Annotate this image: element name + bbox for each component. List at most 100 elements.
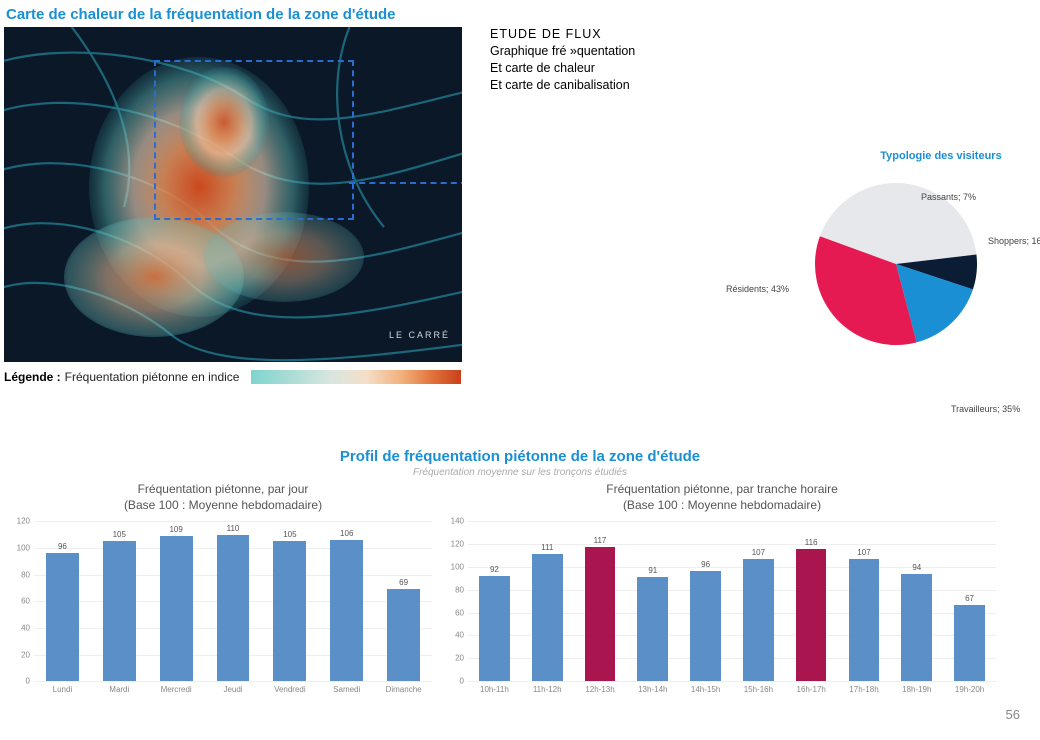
bar-value: 96: [701, 560, 710, 569]
x-label: 11h-12h: [521, 685, 574, 694]
bar-value: 96: [58, 542, 67, 551]
x-label: 13h-14h: [626, 685, 679, 694]
notes-block: ETUDE DE FLUX Graphique fré »quentation …: [490, 26, 635, 384]
y-tick: 20: [8, 650, 30, 659]
y-tick: 0: [8, 677, 30, 686]
heatmap-inner-label: LE CARRÉ: [389, 330, 450, 340]
bar-rect: [849, 559, 880, 681]
bar-rect: [743, 559, 774, 681]
bar-value: 107: [752, 548, 765, 557]
y-tick: 120: [442, 540, 464, 549]
bar-value: 94: [912, 563, 921, 572]
page-number: 56: [1006, 707, 1020, 722]
bar-rect: [690, 571, 721, 681]
x-label: 15h-16h: [732, 685, 785, 694]
y-tick: 100: [8, 543, 30, 552]
bar-rect: [330, 540, 363, 681]
notes-title: ETUDE DE FLUX: [490, 26, 635, 43]
heatmap-svg: [4, 27, 462, 362]
pie-label-travailleurs: Travailleurs; 35%: [951, 404, 1020, 414]
heatmap-section: Carte de chaleur de la fréquentation de …: [0, 0, 470, 384]
bar-slot: 69: [375, 521, 432, 681]
bar-rect: [273, 541, 306, 681]
x-label: 18h-19h: [890, 685, 943, 694]
bar-value: 116: [805, 538, 818, 547]
bar-value: 69: [399, 578, 408, 587]
hour-chart-heading: Fréquentation piétonne, par tranche hora…: [442, 482, 1002, 513]
legend-label: Légende :: [4, 370, 61, 384]
bar-rect: [217, 535, 250, 682]
x-label: 12h-13h: [574, 685, 627, 694]
x-label: 14h-15h: [679, 685, 732, 694]
bar-value: 111: [541, 543, 553, 552]
x-label: 16h-17h: [785, 685, 838, 694]
notes-line: Et carte de chaleur: [490, 60, 635, 77]
y-tick: 20: [442, 654, 464, 663]
x-label: Samedi: [318, 685, 375, 694]
bar-rect: [387, 589, 420, 681]
bar-slot: 91: [626, 521, 679, 681]
pie-label-passants: Passants; 7%: [921, 192, 976, 202]
bar-value: 67: [965, 594, 974, 603]
notes-line: Et carte de canibalisation: [490, 77, 635, 94]
grid-line: [34, 681, 432, 682]
x-label: Jeudi: [205, 685, 262, 694]
x-label: Vendredi: [261, 685, 318, 694]
charts-subtitle: Fréquentation moyenne sur les tronçons é…: [0, 467, 1040, 478]
y-tick: 100: [442, 562, 464, 571]
pie-label-residents: Résidents; 43%: [726, 284, 789, 294]
heatmap-image: LE CARRÉ: [4, 27, 462, 362]
bar-slot: 105: [91, 521, 148, 681]
bar-slot: 67: [943, 521, 996, 681]
pie-title: Typologie des visiteurs: [846, 150, 1036, 162]
bar-value: 109: [169, 525, 182, 534]
notes-line: Graphique fré »quentation: [490, 43, 635, 60]
charts-main-title: Profil de fréquentation piétonne de la z…: [0, 448, 1040, 465]
bar-rect: [46, 553, 79, 681]
y-tick: 80: [8, 570, 30, 579]
x-label: 19h-20h: [943, 685, 996, 694]
bar-rect: [954, 605, 985, 682]
charts-section: Profil de fréquentation piétonne de la z…: [0, 448, 1040, 711]
legend-gradient: [251, 370, 461, 384]
bar-rect: [479, 576, 510, 681]
bar-slot: 111: [521, 521, 574, 681]
bar-slot: 105: [261, 521, 318, 681]
hour-bar-chart: 0204060801001201409211111791961071161079…: [442, 521, 1002, 711]
bar-slot: 109: [148, 521, 205, 681]
bar-rect: [637, 577, 668, 681]
bar-value: 91: [648, 566, 657, 575]
y-tick: 60: [442, 608, 464, 617]
y-tick: 40: [8, 623, 30, 632]
bar-slot: 106: [318, 521, 375, 681]
y-tick: 80: [442, 585, 464, 594]
bar-rect: [901, 574, 932, 681]
day-bar-chart: 0204060801001209610510911010510669LundiM…: [8, 521, 438, 711]
x-label: Dimanche: [375, 685, 432, 694]
bar-value: 107: [857, 548, 870, 557]
x-label: Lundi: [34, 685, 91, 694]
bar-rect: [585, 547, 616, 681]
bar-rect: [160, 536, 193, 681]
bar-rect: [532, 554, 563, 681]
day-chart-heading: Fréquentation piétonne, par jour (Base 1…: [8, 482, 438, 513]
y-tick: 140: [442, 517, 464, 526]
x-label: 10h-11h: [468, 685, 521, 694]
heatmap-title: Carte de chaleur de la fréquentation de …: [0, 0, 470, 27]
bar-slot: 96: [34, 521, 91, 681]
x-label: Mardi: [91, 685, 148, 694]
grid-line: [468, 681, 996, 682]
bar-slot: 96: [679, 521, 732, 681]
pie-section: Typologie des visiteurs Résidents; 43% P…: [726, 150, 1036, 434]
bar-value: 92: [490, 565, 499, 574]
bar-value: 117: [594, 536, 607, 545]
legend-text: Fréquentation piétonne en indice: [65, 370, 240, 384]
bar-slot: 94: [890, 521, 943, 681]
pie-label-shoppers: Shoppers; 16%: [988, 236, 1040, 246]
heatmap-legend: Légende : Fréquentation piétonne en indi…: [0, 362, 470, 384]
bar-slot: 107: [838, 521, 891, 681]
bar-slot: 110: [205, 521, 262, 681]
bar-slot: 107: [732, 521, 785, 681]
y-tick: 40: [442, 631, 464, 640]
bar-rect: [103, 541, 136, 681]
